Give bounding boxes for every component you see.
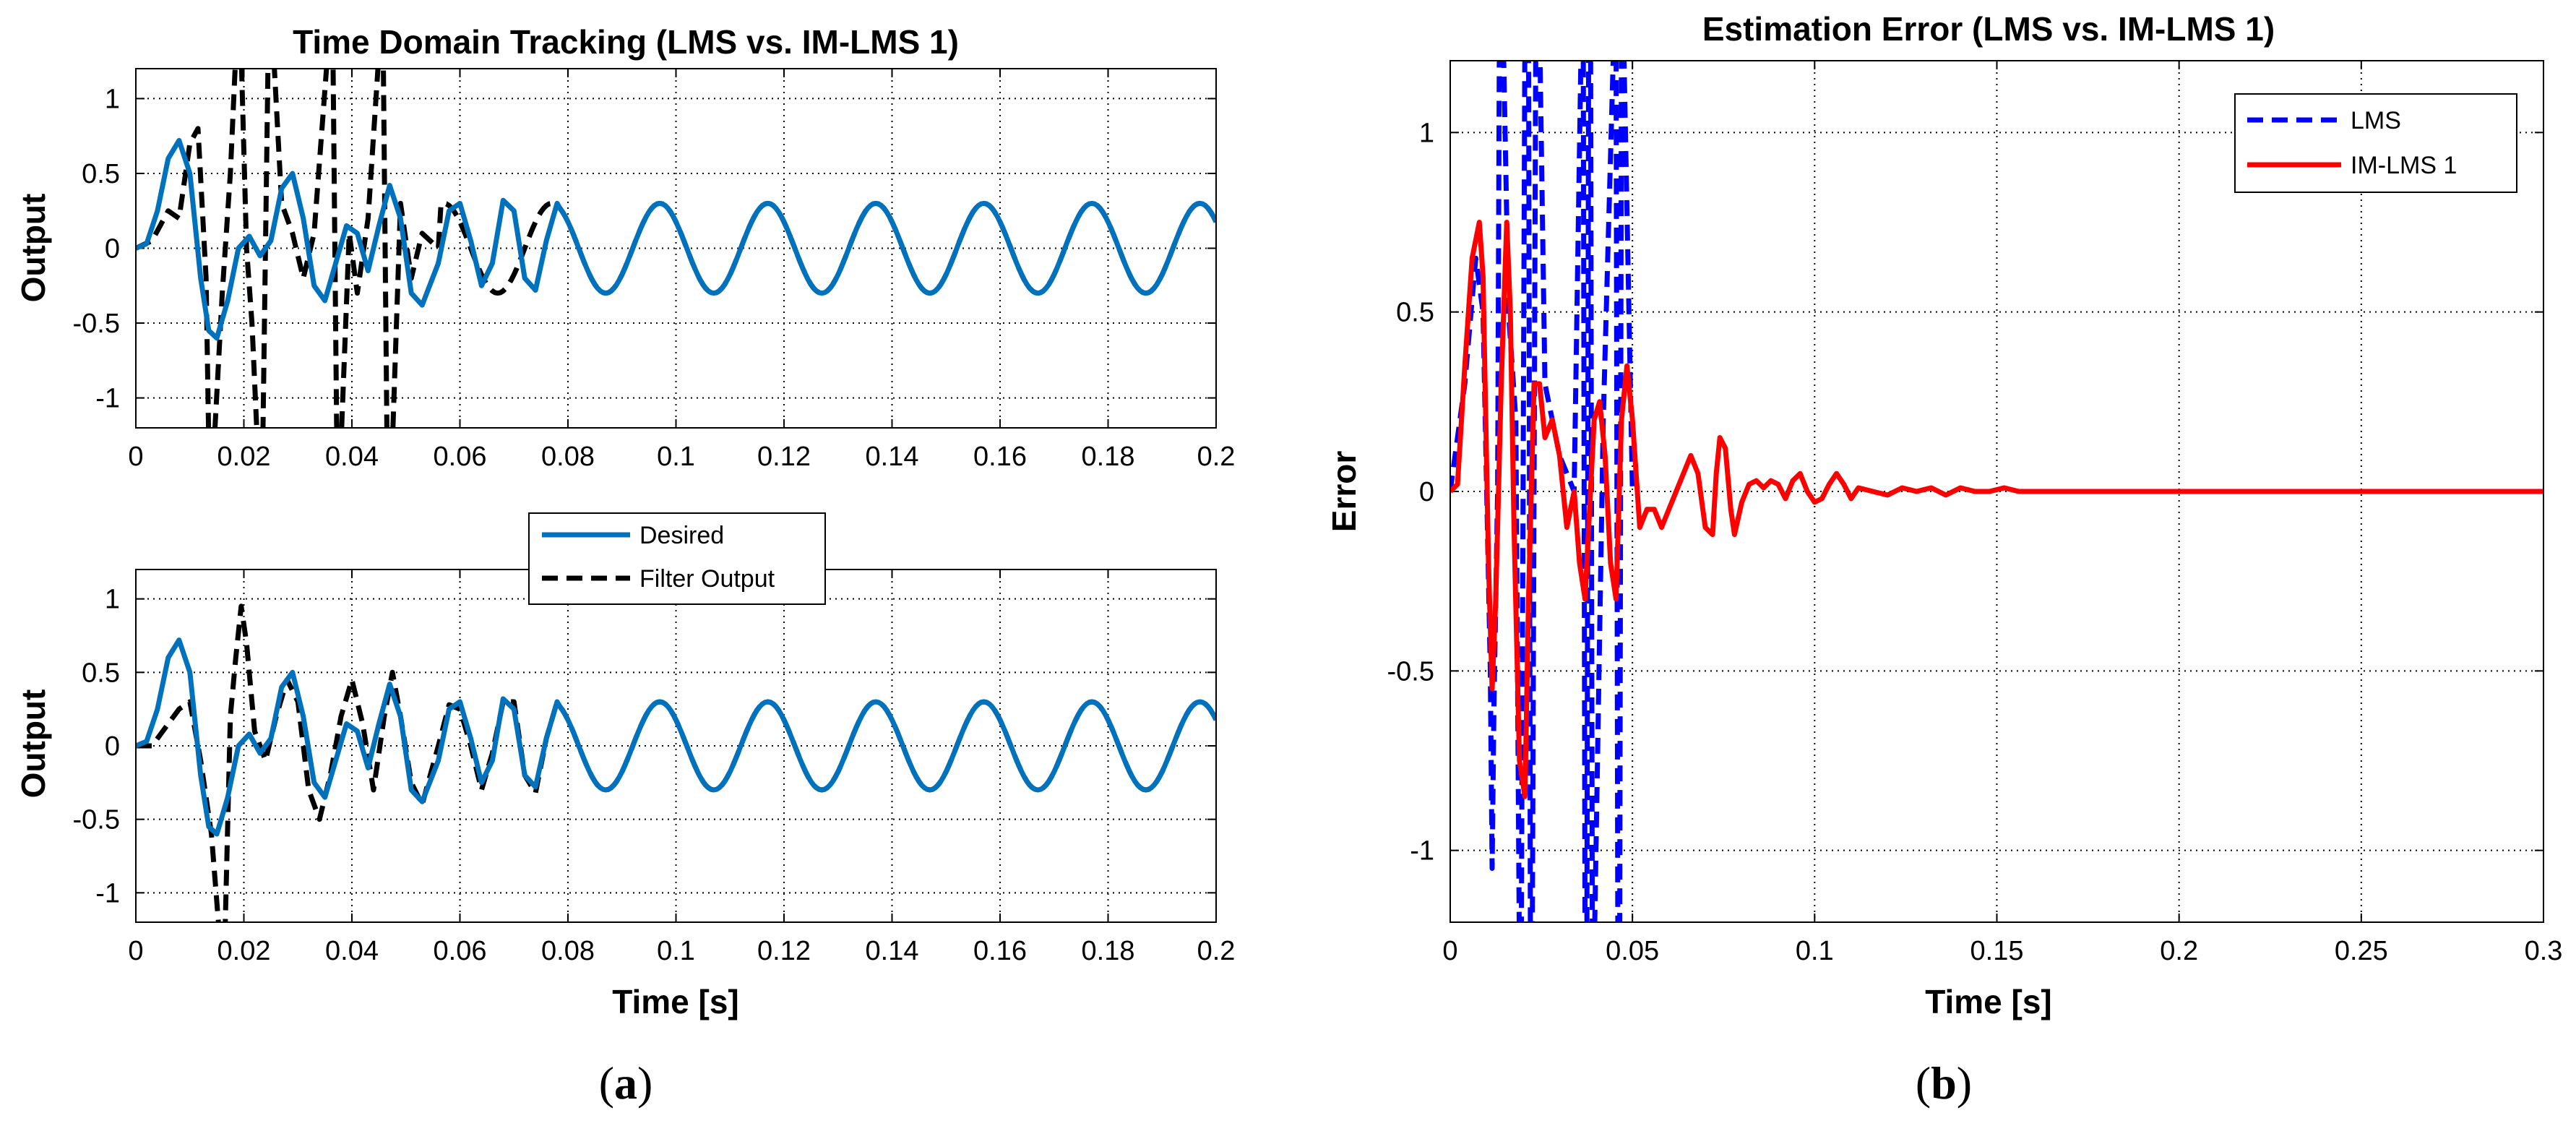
- legend-im-lms-1-label: IM-LMS 1: [2351, 152, 2457, 179]
- caption-a-close: ): [637, 1057, 652, 1109]
- x-tick-label: 0.2: [1197, 936, 1236, 966]
- x-tick-label: 0.04: [325, 442, 379, 472]
- x-tick-label: 0.18: [1082, 442, 1135, 472]
- caption-b-letter: b: [1931, 1057, 1957, 1109]
- y-tick-label: 1: [105, 84, 120, 114]
- x-tick-label: 0.25: [2335, 936, 2388, 966]
- x-tick-label: 0.3: [2525, 936, 2563, 966]
- caption-a-open: (: [599, 1057, 614, 1109]
- chart-a-bottom-x-ticks: 0 0.02 0.04 0.06 0.08 0.1 0.12 0.14 0.16 0.18 0.2: [128, 570, 1235, 966]
- x-tick-label: 0.05: [1606, 936, 1659, 966]
- chart-a-top-grid: [136, 69, 1216, 428]
- caption-b-open: (: [1916, 1057, 1931, 1109]
- caption-a: (a): [599, 1057, 653, 1109]
- chart-a-bottom-ylabel: Output: [14, 689, 52, 799]
- y-tick-label: 0: [105, 731, 120, 762]
- x-tick-label: 0.16: [973, 936, 1027, 966]
- y-tick-label: -0.5: [1387, 656, 1434, 687]
- legend-desired-label: Desired: [639, 522, 724, 549]
- chart-b-y-ticks: -1 -0.5 0 0.5 1: [1387, 118, 2543, 867]
- chart-b-axes-box: [1449, 60, 2544, 923]
- y-tick-label: 0: [105, 234, 120, 265]
- x-tick-label: 0: [128, 936, 143, 966]
- x-tick-label: 0.1: [1796, 936, 1834, 966]
- chart-b-legend-box: [2234, 93, 2517, 193]
- x-tick-label: 0.12: [757, 936, 811, 966]
- chart-a-top-axes-box: [135, 68, 1217, 429]
- chart-b-xlabel: Time [s]: [1925, 983, 2052, 1020]
- x-tick-label: 0.12: [757, 442, 811, 472]
- chart-a-bottom-y-ticks: -1 -0.5 0 0.5 1: [73, 585, 1216, 908]
- x-tick-label: 0.18: [1082, 936, 1135, 966]
- caption-b: (b): [1916, 1057, 1972, 1109]
- y-tick-label: 0: [1419, 477, 1434, 507]
- y-tick-label: 0.5: [82, 658, 120, 688]
- x-tick-label: 0.14: [866, 936, 919, 966]
- chart-a-top-y-ticks: -1 -0.5 0 0.5 1: [73, 84, 1216, 414]
- chart-b-legend: LMS IM-LMS 1: [2234, 93, 2517, 193]
- x-tick-label: 0.04: [325, 936, 379, 966]
- chart-b: Estimation Error (LMS vs. IM-LMS 1) Erro…: [1325, 10, 2562, 1020]
- x-tick-label: 0.08: [541, 936, 595, 966]
- chart-a-legend-box: [528, 512, 826, 605]
- legend-filter-output-label: Filter Output: [639, 565, 775, 593]
- chart-a-top-ylabel: Output: [14, 194, 52, 303]
- x-tick-label: 0.2: [1197, 442, 1236, 472]
- caption-b-close: ): [1957, 1057, 1972, 1109]
- chart-b-ylabel: Error: [1325, 451, 1363, 533]
- series-desired-line: [136, 137, 1216, 341]
- x-tick-label: 0.1: [657, 442, 695, 472]
- series-im-lms-1-line: [1450, 220, 2543, 799]
- x-tick-label: 0.14: [866, 442, 919, 472]
- x-tick-label: 0.06: [434, 936, 487, 966]
- y-tick-label: 0.5: [1396, 298, 1434, 328]
- chart-b-grid: [1450, 61, 2543, 922]
- x-tick-label: 0.1: [657, 936, 695, 966]
- x-tick-label: 0: [128, 442, 143, 472]
- y-tick-label: -1: [95, 384, 120, 414]
- chart-b-title: Estimation Error (LMS vs. IM-LMS 1): [1702, 10, 2275, 48]
- chart-a-top-x-ticks: 0 0.02 0.04 0.06 0.08 0.1 0.12 0.14 0.16 0.18 0.2: [128, 69, 1235, 472]
- x-tick-label: 0.2: [2160, 936, 2198, 966]
- x-tick-label: 0.02: [217, 936, 271, 966]
- chart-a-bottom-grid: [136, 570, 1216, 922]
- x-tick-label: 0.06: [434, 442, 487, 472]
- x-tick-label: 0.02: [217, 442, 271, 472]
- x-tick-label: 0.15: [1970, 936, 2024, 966]
- y-tick-label: -0.5: [73, 805, 120, 835]
- chart-a-bottom-xlabel: Time [s]: [612, 983, 739, 1020]
- y-tick-label: 1: [105, 585, 120, 615]
- chart-b-x-ticks: 0 0.05 0.1 0.15 0.2 0.25 0.3: [1442, 61, 2562, 966]
- chart-a-legend: Desired Filter Output: [528, 512, 826, 605]
- chart-a-top-title: Time Domain Tracking (LMS vs. IM-LMS 1): [293, 23, 959, 61]
- y-tick-label: -1: [1410, 836, 1434, 867]
- chart-a-bottom: Output Time [s] -1 -0.5 0 0.5 1 0 0.02 0.04 0.0…: [14, 512, 1235, 1020]
- legend-lms-label: LMS: [2351, 107, 2401, 134]
- x-tick-label: 0: [1442, 936, 1457, 966]
- caption-a-letter: a: [614, 1057, 637, 1109]
- y-tick-label: -0.5: [73, 309, 120, 339]
- series-desired-line: [136, 637, 1216, 837]
- chart-a-top-series: [136, 69, 1216, 428]
- x-tick-label: 0.16: [973, 442, 1027, 472]
- y-tick-label: -1: [95, 878, 120, 908]
- series-lms-line: [1450, 61, 1635, 922]
- chart-b-series: [1450, 61, 2543, 922]
- y-tick-label: 1: [1419, 118, 1434, 148]
- chart-a-top: Time Domain Tracking (LMS vs. IM-LMS 1) …: [14, 23, 1235, 472]
- x-tick-label: 0.08: [541, 442, 595, 472]
- chart-a-bottom-series: [136, 603, 1216, 922]
- y-tick-label: 0.5: [82, 159, 120, 189]
